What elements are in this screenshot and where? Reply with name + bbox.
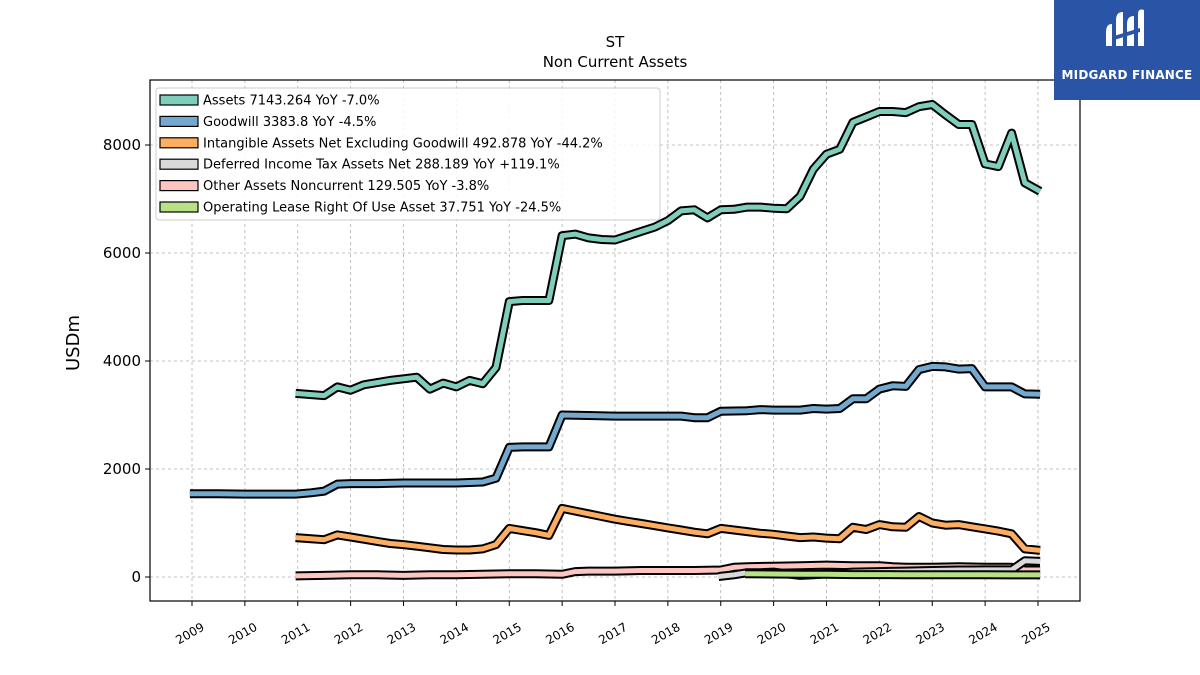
x-tick-label: 2009 <box>173 620 206 647</box>
x-tick-label: 2024 <box>966 620 999 647</box>
y-tick-label: 4000 <box>103 352 141 370</box>
legend-swatch <box>159 94 199 106</box>
y-ticks: 0 2000 4000 6000 8000 <box>103 136 150 586</box>
series-path <box>295 505 1041 553</box>
logo-text: MIDGARD FINANCE <box>1061 68 1193 82</box>
series-group <box>189 100 1043 581</box>
y-tick-label: 8000 <box>103 136 141 154</box>
series-line <box>295 100 1043 401</box>
x-tick-label: 2014 <box>438 620 471 647</box>
x-tick-label: 2022 <box>861 620 894 647</box>
series-line <box>189 361 1041 499</box>
legend-label: Operating Lease Right Of Use Asset 37.75… <box>203 201 561 216</box>
y-axis-label: USDm <box>63 315 84 371</box>
legend-swatch <box>159 115 199 128</box>
y-tick-label: 2000 <box>103 460 141 478</box>
series-path <box>189 363 1041 497</box>
x-tick-label: 2015 <box>491 620 524 647</box>
series-path <box>745 571 1041 578</box>
chart-subtitle: Non Current Assets <box>543 53 688 71</box>
legend-swatch <box>159 201 199 213</box>
legend: Assets 7143.264 YoY -7.0% Goodwill 3383.8… <box>155 87 661 221</box>
legend-label: Assets 7143.264 YoY -7.0% <box>203 94 380 109</box>
x-tick-label: 2013 <box>385 620 418 647</box>
y-tick-label: 6000 <box>103 244 141 262</box>
midgard-logo: MIDGARD FINANCE <box>1054 0 1200 100</box>
x-tick-label: 2025 <box>1019 620 1052 647</box>
legend-label: Deferred Income Tax Assets Net 288.189 Y… <box>203 158 560 173</box>
legend-swatch <box>159 158 199 170</box>
x-tick-label: 2023 <box>914 620 947 647</box>
x-tick-label: 2019 <box>702 620 735 647</box>
y-tick-label: 0 <box>131 568 141 586</box>
x-ticks: 2009 2010 2011 2012 2013 2014 2015 2016 2017 2018… <box>173 601 1053 647</box>
x-tick-label: 2017 <box>596 620 629 647</box>
x-tick-label: 2020 <box>755 620 788 647</box>
series-path <box>295 102 1042 399</box>
series-line <box>295 503 1041 555</box>
chart-title: ST <box>606 33 626 51</box>
x-tick-label: 2018 <box>649 620 682 647</box>
series-line <box>745 569 1041 580</box>
midgard-logo-icon <box>1106 9 1144 46</box>
legend-swatch <box>159 180 199 192</box>
x-tick-label: 2012 <box>332 620 365 647</box>
x-tick-label: 2016 <box>543 620 576 647</box>
legend-label: Other Assets Noncurrent 129.505 YoY -3.8… <box>203 179 489 194</box>
x-tick-label: 2011 <box>279 620 312 647</box>
legend-label: Intangible Assets Net Excluding Goodwill… <box>203 136 603 151</box>
legend-box <box>155 87 661 221</box>
x-tick-label: 2010 <box>226 620 259 647</box>
legend-swatch <box>159 137 199 149</box>
x-tick-label: 2021 <box>808 620 841 647</box>
legend-label: Goodwill 3383.8 YoY -4.5% <box>203 115 376 130</box>
